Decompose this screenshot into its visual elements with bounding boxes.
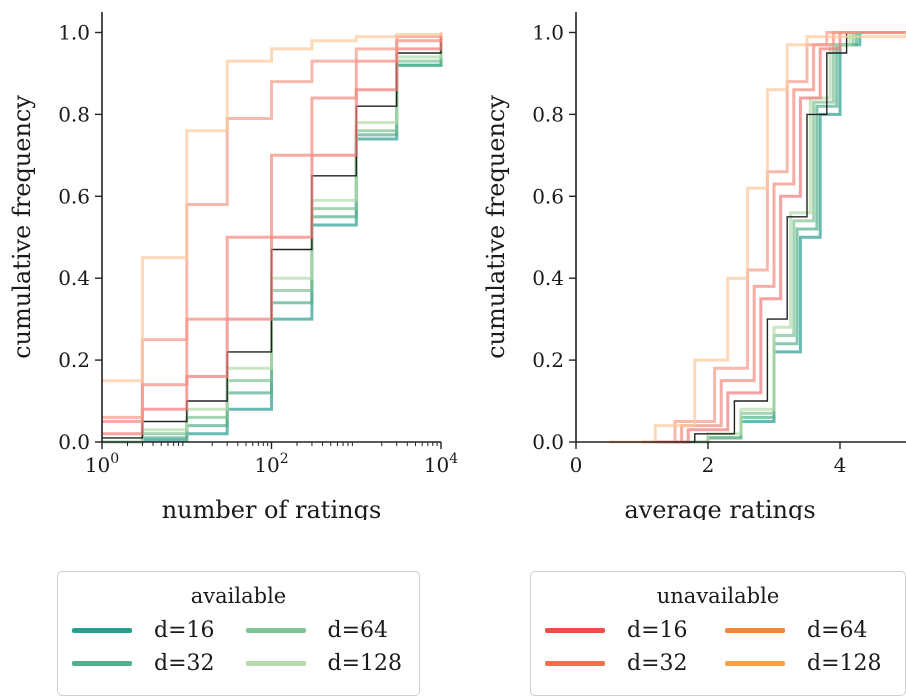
y-tick-label: 0.2 — [532, 348, 564, 372]
legend-item: d=16 — [72, 618, 246, 643]
legend-item: d=128 — [245, 651, 420, 676]
y-axis-label: cumulative frequency — [482, 95, 510, 359]
y-tick-label: 0.8 — [532, 102, 564, 126]
y-axis-label: cumulative frequency — [8, 95, 36, 359]
y-tick-label: 0.2 — [58, 348, 90, 372]
y-tick-label: 0.0 — [532, 430, 564, 454]
legend-swatch — [72, 661, 132, 666]
series-line-all-4 — [642, 31, 906, 443]
y-tick-label: 0.4 — [58, 266, 90, 290]
legend-available: available d=16 d=64 d=32 d=128 — [57, 571, 420, 696]
left-panel: 0.0 0.2 0.4 0.6 0.8 1.0 100 102 104 number of rat… — [8, 12, 458, 520]
y-tick-label: 1.0 — [532, 20, 564, 44]
legend-swatch — [545, 628, 605, 633]
legend-label: d=64 — [327, 618, 389, 643]
x-axis-label: number of ratings — [162, 496, 382, 520]
series-line-available-3 — [675, 31, 906, 444]
x-tick-label: 2 — [702, 453, 715, 477]
y-tick-label: 1.0 — [58, 20, 90, 44]
y-tick-label: 0.0 — [58, 430, 90, 454]
x-tick-label: 104 — [424, 451, 458, 477]
legend-label: d=16 — [154, 618, 215, 643]
legend-item: d=32 — [72, 651, 246, 676]
x-tick-label: 4 — [834, 453, 847, 477]
legend-label: d=128 — [327, 651, 403, 676]
y-tick-label: 0.4 — [532, 266, 564, 290]
chart-figure: 0.0 0.2 0.4 0.6 0.8 1.0 100 102 104 number of rat… — [8, 12, 906, 520]
x-axis-label: average ratings — [624, 496, 815, 520]
legend-swatch — [725, 628, 785, 633]
legend-swatch — [245, 661, 306, 666]
series-line-unavailable-8 — [609, 32, 906, 444]
legend-entries: d=16 d=64 d=32 d=128 — [72, 618, 419, 676]
legend-title: unavailable — [656, 584, 780, 608]
legend-label: d=16 — [627, 618, 688, 643]
legend-swatch — [725, 661, 785, 666]
legend-entries: d=16 d=64 d=32 d=128 — [545, 618, 905, 676]
legend-item: d=16 — [545, 618, 725, 643]
legend-title: available — [190, 584, 287, 608]
x-tick-label: 100 — [85, 451, 119, 477]
legend-unavailable: unavailable d=16 d=64 d=32 d=128 — [530, 571, 906, 696]
series-line-unavailable-8 — [102, 32, 443, 383]
x-tick-label: 102 — [254, 451, 288, 477]
legend-label: d=32 — [154, 651, 215, 676]
legend-swatch — [72, 628, 132, 633]
right-panel: 0.0 0.2 0.4 0.6 0.8 1.0 0 2 4 average ratings cumu… — [482, 12, 906, 520]
series-line-unavailable-5 — [642, 31, 906, 444]
y-tick-label: 0.8 — [58, 102, 90, 126]
legend-label: d=32 — [627, 651, 688, 676]
legend-item: d=32 — [545, 651, 725, 676]
y-tick-label: 0.6 — [532, 184, 564, 208]
legend-swatch — [545, 661, 605, 666]
x-tick-label: 0 — [570, 453, 583, 477]
legend-item: d=64 — [725, 618, 905, 643]
y-tick-label: 0.6 — [58, 184, 90, 208]
legend-item: d=64 — [245, 618, 420, 643]
series-line-unavailable-6 — [102, 32, 443, 423]
legend-label: d=128 — [807, 651, 882, 676]
legend-item: d=128 — [725, 651, 905, 676]
legend-swatch — [245, 628, 306, 633]
series-line-unavailable-7 — [102, 32, 443, 419]
legend-label: d=64 — [807, 618, 868, 643]
